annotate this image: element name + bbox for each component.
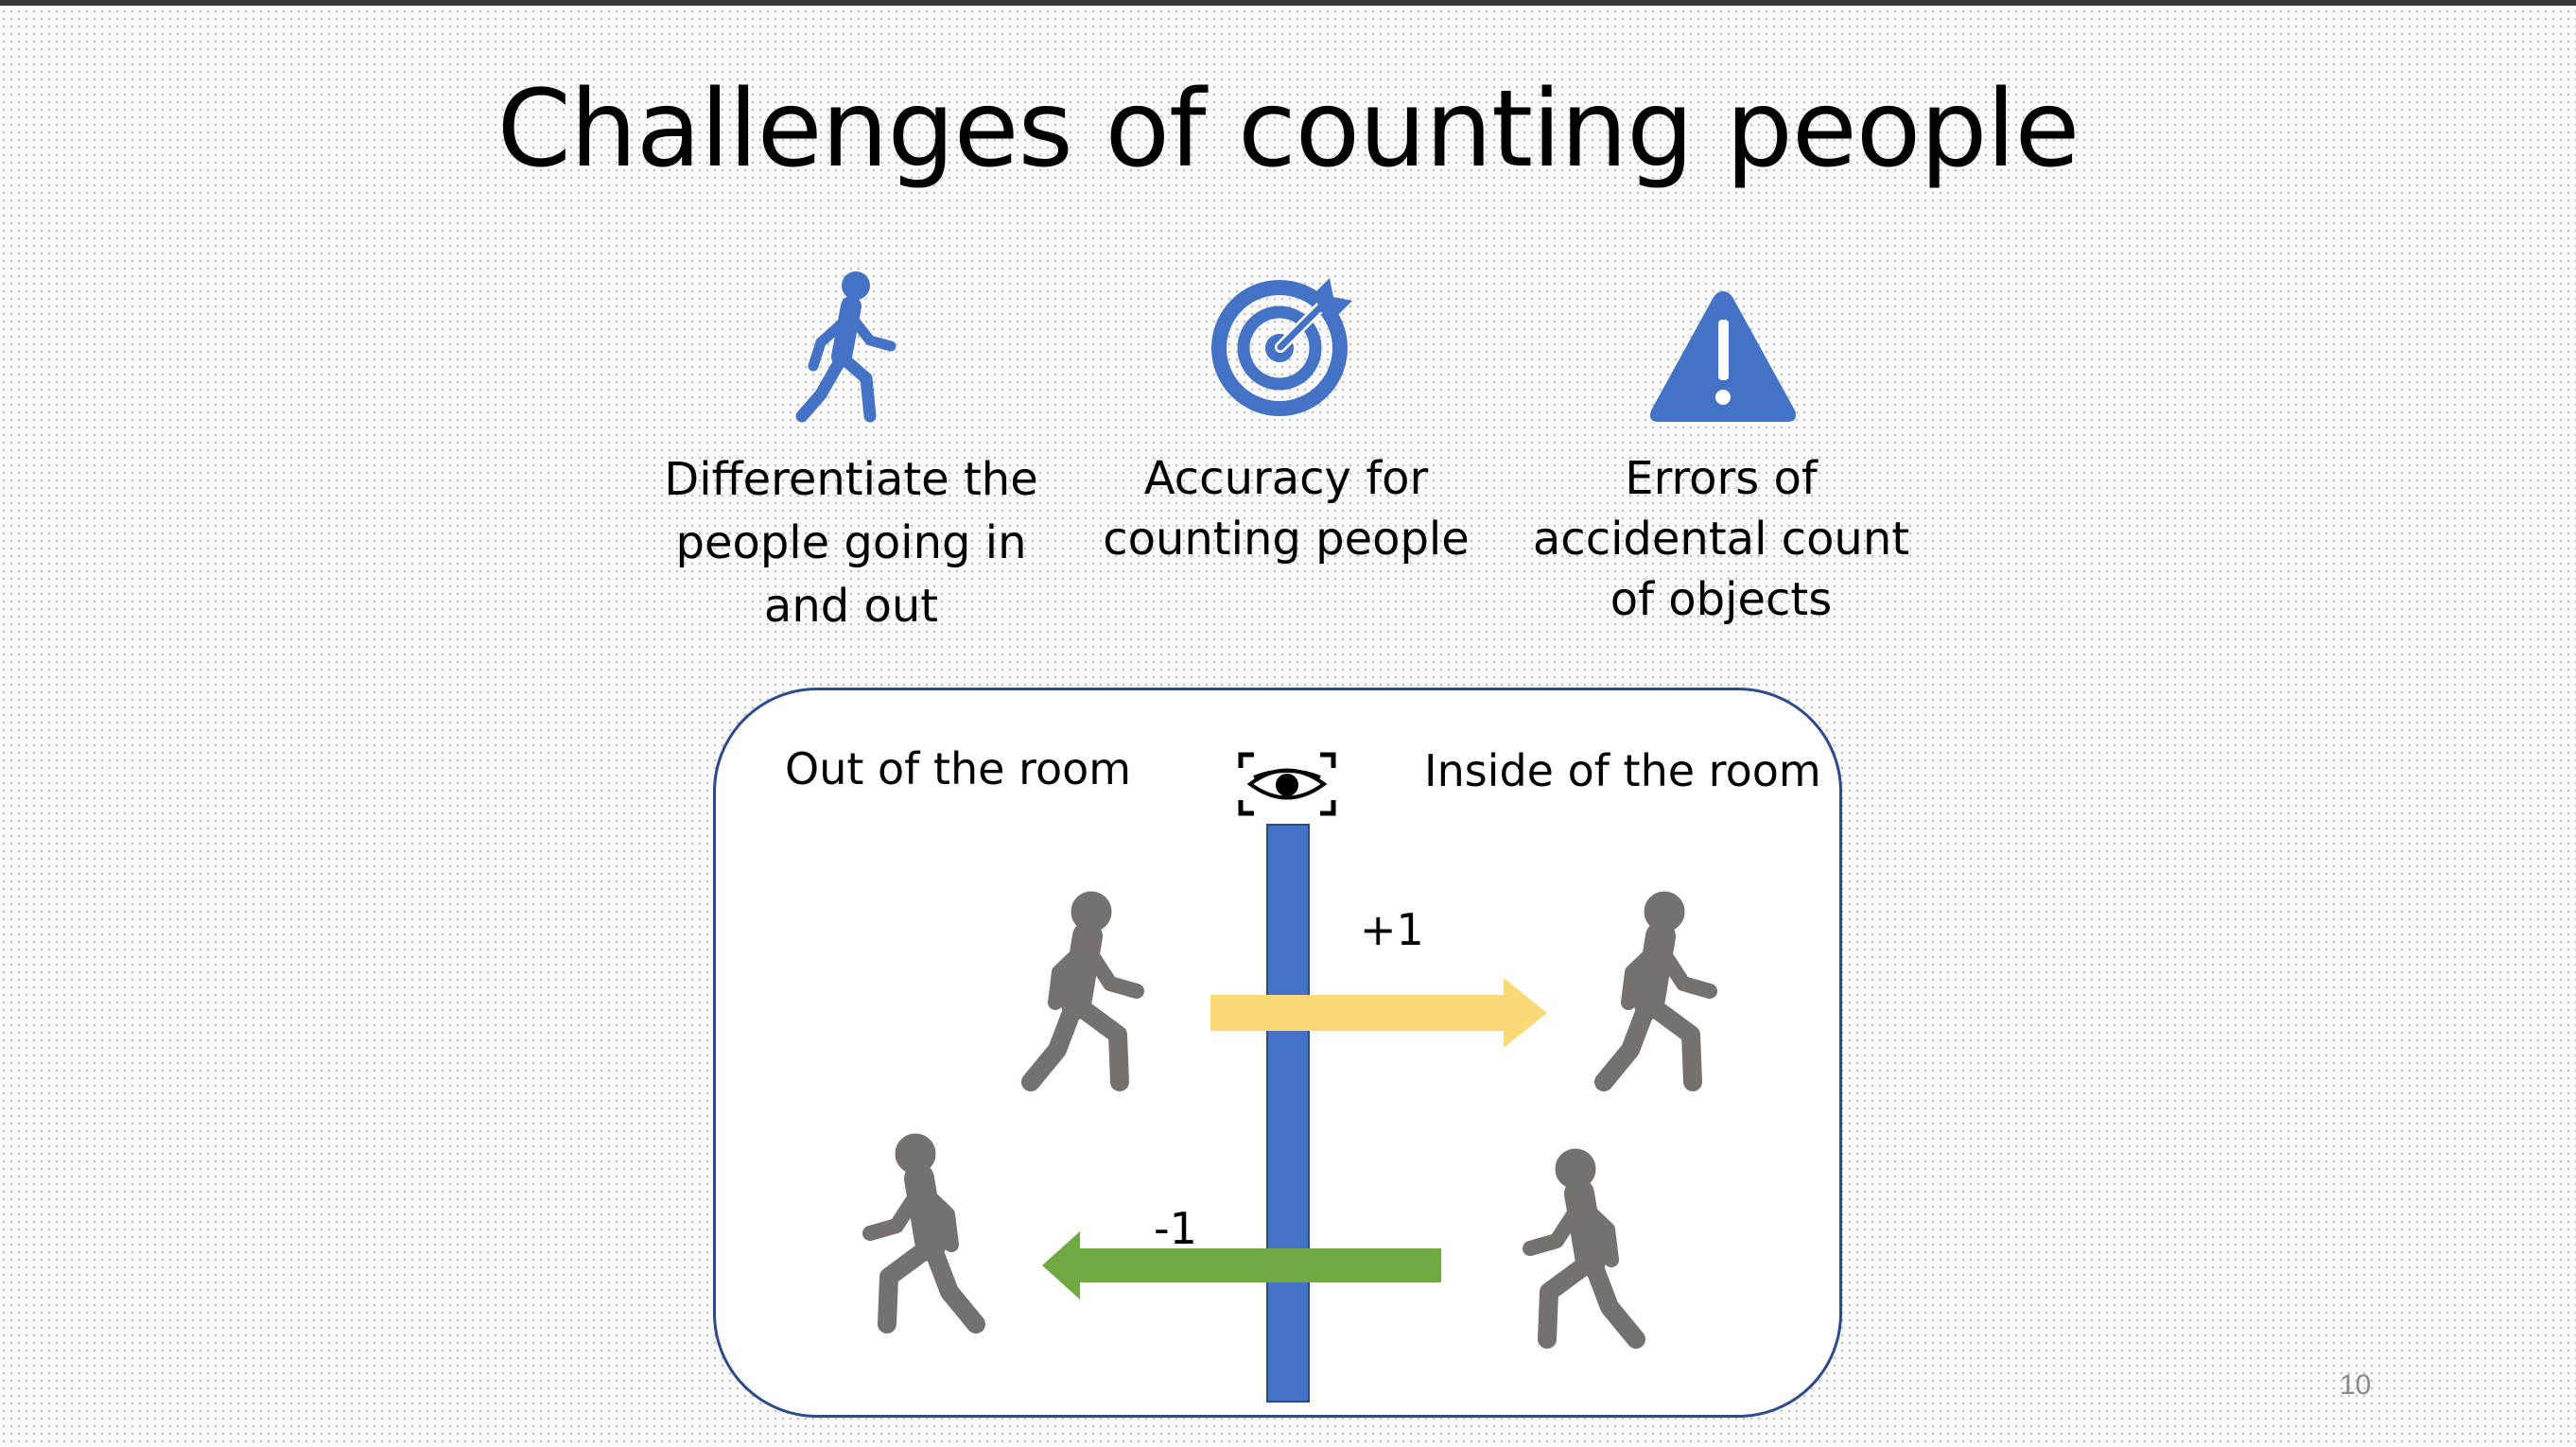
slide-title: Challenges of counting people	[496, 68, 2080, 191]
challenge-caption-errors: Errors of accidental count of objects	[1494, 448, 1948, 630]
caption-line: and out	[763, 580, 939, 633]
walking-person-icon	[795, 271, 896, 423]
challenge-caption-differentiate: Differentiate the people going in and ou…	[624, 448, 1078, 638]
caption-line: accidental count	[1532, 513, 1910, 566]
arrow-leaving	[1042, 1231, 1441, 1299]
room-divider-bar	[1266, 824, 1310, 1403]
person-icon	[1530, 1149, 1636, 1339]
out-of-room-label: Out of the room	[785, 743, 1132, 794]
caption-line: Accuracy for	[1143, 452, 1429, 505]
page-number: 10	[2340, 1369, 2372, 1401]
warning-icon	[1650, 291, 1796, 422]
minus-one-label: -1	[1154, 1203, 1197, 1254]
target-icon	[1211, 278, 1352, 416]
inside-room-label: Inside of the room	[1424, 745, 1821, 796]
caption-line: people going in	[675, 516, 1027, 569]
caption-line: of objects	[1610, 573, 1833, 626]
person-icon	[1031, 892, 1137, 1082]
caption-line: Errors of	[1625, 452, 1818, 505]
plus-one-label: +1	[1360, 904, 1424, 955]
person-icon	[870, 1134, 976, 1324]
caption-line: Differentiate the	[664, 453, 1038, 506]
challenge-caption-accuracy: Accuracy for counting people	[1059, 448, 1513, 569]
window-top-bar	[0, 0, 2576, 6]
arrow-entering	[1210, 978, 1547, 1048]
eye-sensor-icon	[1238, 752, 1336, 816]
person-icon	[1604, 892, 1710, 1082]
caption-line: counting people	[1103, 513, 1470, 566]
